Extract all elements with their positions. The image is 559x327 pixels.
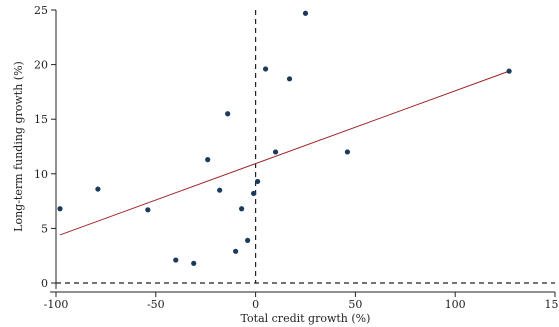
data-point	[145, 207, 151, 213]
data-point	[506, 68, 512, 74]
data-point	[173, 257, 179, 263]
reference-lines	[56, 10, 555, 284]
y-tick-label: 10	[34, 168, 48, 181]
x-axis-title: Total credit growth (%)	[241, 312, 371, 325]
fit-line	[59, 70, 510, 236]
y-tick-label: 5	[41, 222, 48, 235]
y-axis-title: Long-term funding growth (%)	[12, 61, 25, 232]
data-point	[262, 66, 269, 72]
fit-line-layer	[59, 70, 510, 236]
data-point	[217, 187, 223, 193]
x-tick-label: 100	[445, 298, 466, 311]
data-points	[57, 10, 512, 266]
x-tick-label: -100	[44, 298, 69, 311]
data-point	[191, 260, 197, 266]
data-point	[225, 111, 231, 117]
y-tick-label: 25	[34, 4, 48, 17]
x-tick-label: 150	[545, 298, 559, 311]
data-point	[239, 206, 245, 212]
data-point	[344, 149, 351, 155]
data-point	[272, 149, 279, 155]
data-point	[205, 157, 211, 163]
data-point	[286, 76, 293, 82]
data-point	[233, 248, 239, 254]
x-tick-label: -50	[147, 298, 165, 311]
data-point	[302, 10, 309, 16]
y-tick-label: 15	[34, 113, 48, 126]
y-tick-label: 20	[34, 59, 48, 72]
axes: 0 5 10 15 20 25 -100 -50 0 50 100 150	[34, 4, 559, 311]
data-point	[57, 206, 63, 212]
data-point	[251, 190, 257, 197]
data-point	[245, 237, 251, 244]
x-tick-label: 50	[348, 298, 362, 311]
x-tick-label: 0	[252, 298, 259, 311]
data-point	[254, 178, 261, 185]
y-tick-label: 0	[41, 277, 48, 290]
data-point	[95, 186, 101, 192]
